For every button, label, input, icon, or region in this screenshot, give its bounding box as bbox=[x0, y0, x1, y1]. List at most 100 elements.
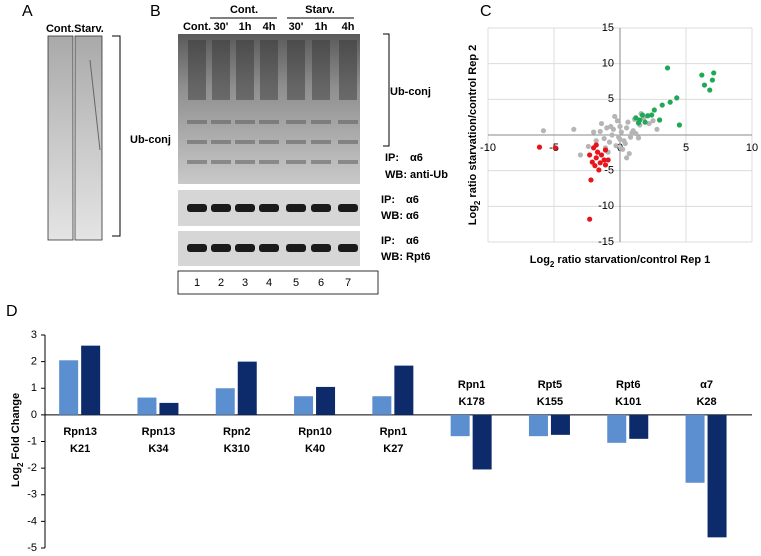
smear bbox=[212, 40, 230, 100]
x-tick-label: -10 bbox=[480, 142, 496, 154]
band bbox=[211, 244, 231, 252]
point bbox=[707, 87, 713, 93]
y-tick-label: 5 bbox=[608, 93, 614, 105]
point bbox=[612, 113, 618, 120]
wb-label: WB: Rpt6 bbox=[381, 251, 431, 263]
bar bbox=[137, 397, 157, 415]
lane-number: 2 bbox=[218, 277, 224, 289]
bar bbox=[450, 414, 470, 437]
axis-title-sub: 2 bbox=[16, 462, 25, 467]
band bbox=[235, 160, 255, 164]
band bbox=[259, 204, 279, 212]
y-tick-label: -5 bbox=[604, 165, 614, 177]
point bbox=[536, 144, 543, 150]
band bbox=[235, 120, 255, 124]
band bbox=[286, 244, 306, 252]
site-label: K155 bbox=[537, 396, 563, 408]
point bbox=[699, 72, 705, 78]
point bbox=[577, 152, 584, 158]
axis-title: Log2 ratio starvation/control Rep 2 bbox=[467, 45, 482, 226]
y-tick-label: 15 bbox=[602, 22, 614, 34]
point bbox=[594, 149, 601, 155]
bar bbox=[81, 345, 101, 415]
point bbox=[571, 126, 577, 132]
point bbox=[664, 65, 671, 71]
point bbox=[605, 157, 611, 163]
point bbox=[667, 99, 673, 105]
lane-label: 30' bbox=[214, 21, 229, 33]
point bbox=[602, 147, 609, 153]
bracket-label: Ub-conj bbox=[130, 134, 171, 146]
bracket-label: Ub-conj bbox=[390, 86, 431, 98]
band bbox=[235, 244, 255, 252]
band bbox=[235, 140, 255, 144]
point bbox=[587, 152, 593, 158]
smear bbox=[287, 40, 305, 100]
point bbox=[645, 113, 651, 119]
point bbox=[654, 126, 660, 132]
bar bbox=[607, 414, 627, 443]
point bbox=[627, 134, 634, 140]
point bbox=[646, 120, 652, 127]
y-tick-label: 0 bbox=[31, 409, 37, 421]
lane-label: 1h bbox=[315, 21, 328, 33]
point bbox=[593, 142, 599, 148]
bar bbox=[59, 360, 79, 415]
band bbox=[311, 204, 331, 212]
point bbox=[649, 112, 655, 118]
band bbox=[311, 120, 331, 124]
ip-label: IP: bbox=[381, 235, 395, 247]
band bbox=[259, 140, 279, 144]
point bbox=[701, 82, 708, 88]
x-tick-label: 10 bbox=[746, 142, 758, 154]
axis-title-part: Fold Change bbox=[10, 393, 22, 463]
band bbox=[211, 160, 231, 164]
axis-title-sub: 2 bbox=[473, 200, 482, 205]
point bbox=[709, 77, 716, 83]
bar bbox=[159, 402, 179, 415]
category-label: Rpn10 bbox=[298, 426, 332, 438]
point bbox=[616, 134, 622, 140]
point bbox=[601, 135, 607, 142]
lane-number: 5 bbox=[293, 277, 299, 289]
point bbox=[618, 129, 624, 135]
site-label: K40 bbox=[305, 443, 325, 455]
axis-title-part: Log bbox=[467, 205, 479, 225]
band bbox=[187, 204, 207, 212]
lane-label: Cont. bbox=[183, 21, 211, 33]
site-label: K27 bbox=[383, 443, 403, 455]
band bbox=[259, 244, 279, 252]
bar bbox=[237, 361, 257, 415]
panel-letter: B bbox=[150, 3, 161, 20]
band bbox=[286, 204, 306, 212]
category-label: α7 bbox=[700, 379, 713, 391]
axis-title-sub: 2 bbox=[550, 260, 555, 269]
y-tick-label: -15 bbox=[598, 236, 614, 248]
point bbox=[633, 130, 639, 137]
point bbox=[624, 155, 630, 161]
y-tick-label: 3 bbox=[31, 329, 37, 341]
y-tick-label: -3 bbox=[27, 489, 37, 501]
point bbox=[651, 107, 657, 113]
point bbox=[629, 130, 635, 136]
point bbox=[626, 150, 632, 157]
bar bbox=[629, 414, 649, 439]
point bbox=[625, 119, 631, 125]
point bbox=[602, 162, 609, 168]
y-tick-label: -4 bbox=[27, 515, 37, 527]
point bbox=[598, 152, 605, 158]
lane-label: Starv. bbox=[74, 23, 104, 35]
point bbox=[596, 167, 602, 173]
band bbox=[211, 120, 231, 124]
lane-label: Cont. bbox=[46, 23, 74, 35]
lane-number: 7 bbox=[345, 277, 351, 289]
bar bbox=[550, 414, 570, 435]
category-label: Rpt5 bbox=[538, 379, 562, 391]
category-label: Rpt6 bbox=[616, 379, 640, 391]
group-label: Cont. bbox=[230, 4, 258, 16]
point bbox=[711, 70, 717, 76]
point bbox=[617, 123, 623, 130]
site-label: K21 bbox=[70, 443, 90, 455]
point bbox=[593, 138, 599, 144]
